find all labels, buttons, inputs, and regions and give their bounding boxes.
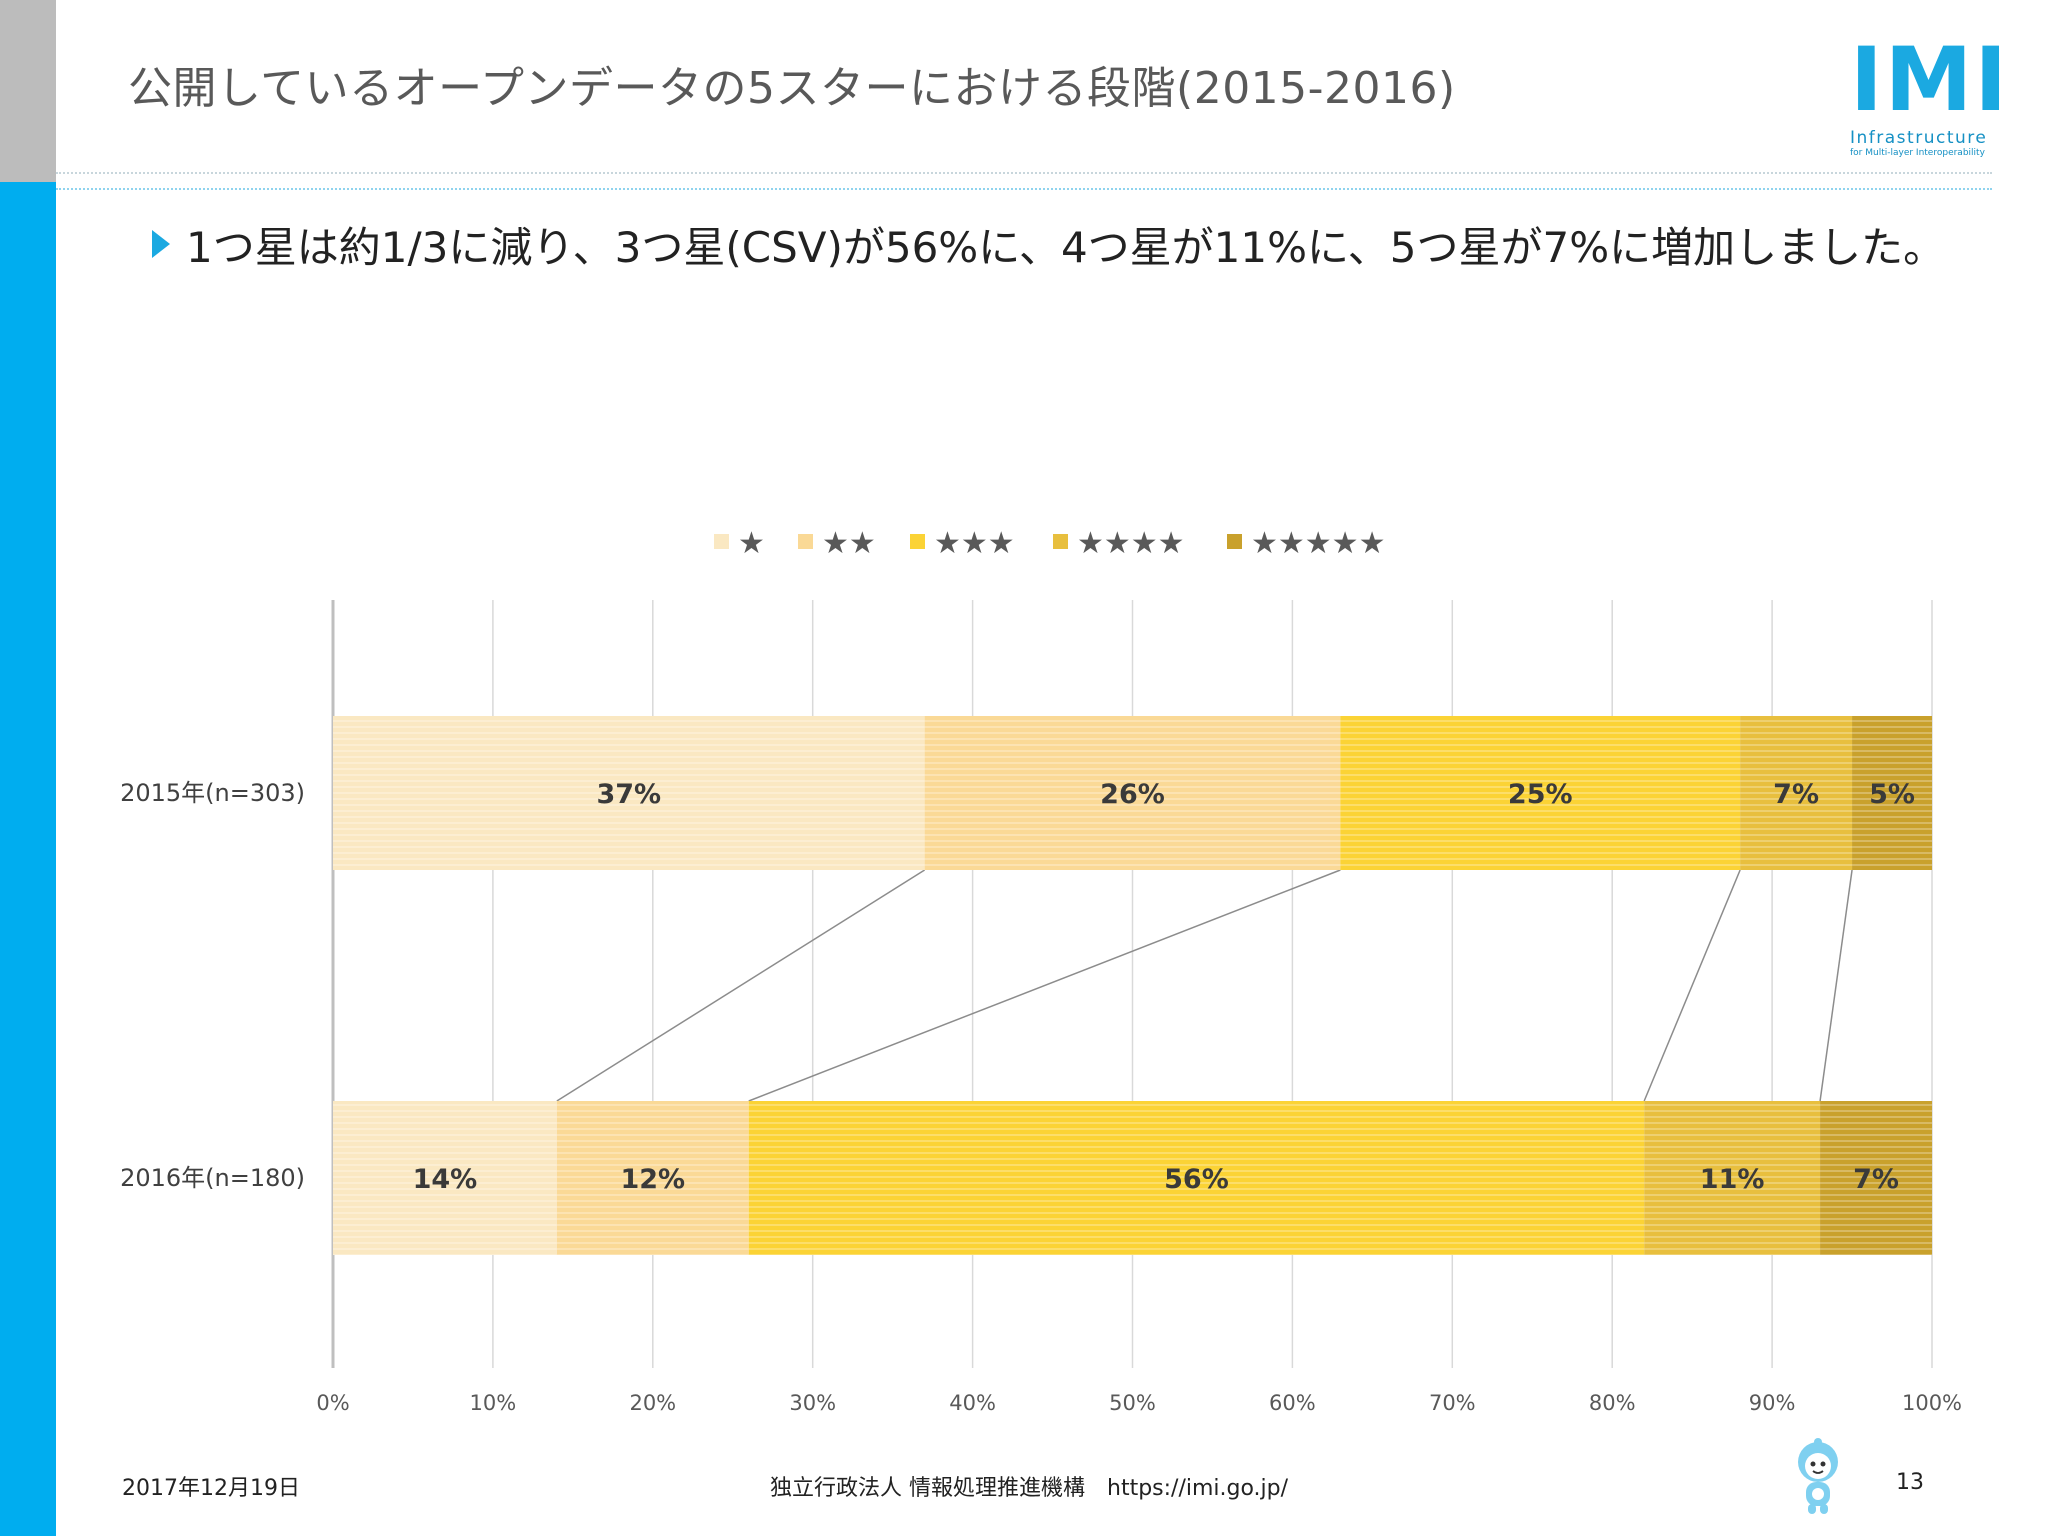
legend-swatch [910,534,925,549]
data-label: 37% [596,779,661,810]
x-tick-label: 40% [949,1391,996,1415]
data-label: 5% [1869,779,1915,810]
bar-segment-texture [333,716,925,870]
stacked-bar-chart: ★ ★★ ★★★ ★★★★ ★★★★★ 0% 10% 20% 30% 40% 50% 60% 70% 8… [120,526,1962,1415]
bar-segment-texture [924,716,1341,870]
category-label: 2015年(n=303) [120,779,305,807]
chart-bars [333,716,1932,1255]
category-label: 2016年(n=180) [120,1164,305,1192]
data-label: 14% [413,1164,478,1195]
x-tick-label: 10% [470,1391,517,1415]
data-label: 7% [1773,779,1819,810]
footer-organization: 独立行政法人 情報処理推進機構 https://imi.go.jp/ [770,1476,1289,1501]
chart-legend: ★ ★★ ★★★ ★★★★ ★★★★★ [714,526,1385,561]
x-tick-label: 50% [1109,1391,1156,1415]
x-tick-label: 80% [1589,1391,1636,1415]
x-tick-label: 20% [629,1391,676,1415]
logo-mark: IMI [1850,28,2010,131]
bar-segment-texture [1852,716,1932,870]
bar-segment-texture [1644,1101,1821,1255]
bar-segment-texture [556,1101,749,1255]
legend-label: ★★★★★ [1251,526,1385,561]
bar-segment-texture [333,1101,557,1255]
legend-swatch [1227,534,1242,549]
x-tick-label: 30% [789,1391,836,1415]
chart-data-labels: 37% 14% 26% 12% 25% 56% 7% 11% 5% 7% [413,779,1915,1195]
connector-line [748,869,1341,1102]
bullet-arrow-icon [152,230,170,258]
data-label: 11% [1700,1164,1765,1195]
data-label: 56% [1164,1164,1229,1195]
title-divider-accent [56,188,1992,190]
legend-label: ★★★ [934,526,1015,561]
sidebar-grey-block [0,0,56,182]
legend-swatch [1053,534,1068,549]
bar-segment-texture [748,1101,1645,1255]
imi-logo: IMI Infrastructure for Multi-layer Inter… [1850,28,2010,159]
legend-swatch [714,534,729,549]
legend-label: ★ [738,526,765,561]
logo-tagline: for Multi-layer Interoperability [1850,148,1985,158]
logo-subtitle: Infrastructure [1850,128,1988,148]
x-tick-label: 60% [1269,1391,1316,1415]
page-number: 13 [1896,1470,1924,1495]
mascot-icon [1798,1438,1838,1514]
footer-date: 2017年12月19日 [122,1476,300,1501]
chart-axis-labels: 0% 10% 20% 30% 40% 50% 60% 70% 80% 90% 100% [316,1391,1962,1415]
data-label: 12% [620,1164,685,1195]
x-tick-label: 70% [1429,1391,1476,1415]
slide-title: 公開しているオープンデータの5スターにおける段階(2015-2016) [128,63,1456,114]
bar-segment-texture [1740,716,1853,870]
connector-line [1819,869,1853,1102]
connector-line [556,869,926,1102]
legend-swatch [798,534,813,549]
chart-connector-lines [556,869,1853,1102]
bar-segment-texture [1340,716,1741,870]
chart-category-labels: 2015年(n=303) 2016年(n=180) [120,779,305,1192]
x-tick-label: 100% [1902,1391,1962,1415]
data-label: 25% [1508,779,1573,810]
legend-label: ★★ [822,526,876,561]
bar-segment-texture [1820,1101,1932,1255]
x-tick-label: 0% [316,1391,349,1415]
data-label: 26% [1100,779,1165,810]
title-divider [56,172,1992,174]
x-tick-label: 90% [1749,1391,1796,1415]
legend-label: ★★★★ [1077,526,1185,561]
data-label: 7% [1853,1164,1899,1195]
sidebar-accent-bar [0,182,56,1536]
bullet-text: 1つ星は約1/3に減り、3つ星(CSV)が56%に、4つ星が11%に、5つ星が7… [186,223,1946,272]
connector-line [1643,869,1741,1102]
